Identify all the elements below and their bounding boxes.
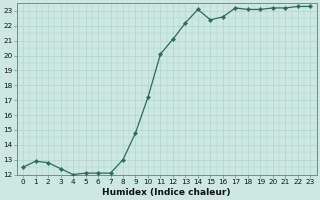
X-axis label: Humidex (Indice chaleur): Humidex (Indice chaleur) — [102, 188, 231, 197]
